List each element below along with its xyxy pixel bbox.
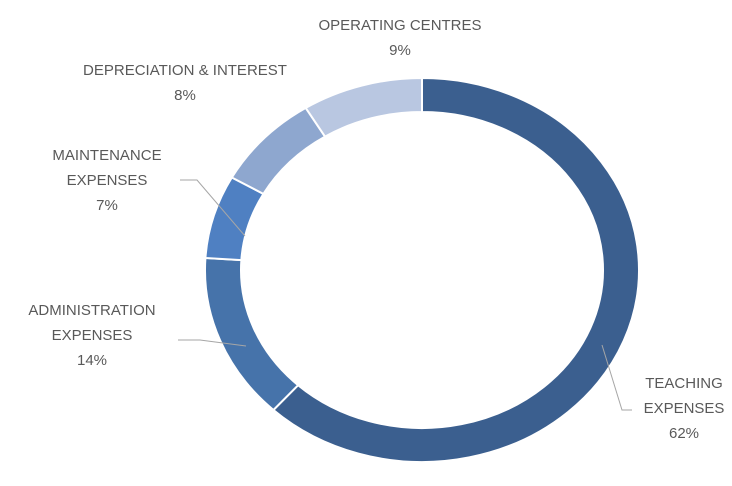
category-label: OPERATING CENTRES: [318, 17, 482, 34]
slice-label: ADMINISTRATION EXPENSES 14%: [7, 298, 177, 373]
category-label: ADMINISTRATION EXPENSES: [28, 302, 156, 344]
value-label: 8%: [174, 87, 196, 104]
donut-slice: [271, 76, 640, 463]
value-label: 9%: [389, 42, 411, 59]
category-label: TEACHING EXPENSES: [643, 375, 725, 417]
slice-label: MAINTENANCE EXPENSES 7%: [32, 143, 182, 218]
slice-label: OPERATING CENTRES 9%: [300, 13, 500, 63]
leader-lines: [178, 179, 632, 411]
value-label: 7%: [96, 197, 118, 214]
leader-line: [601, 344, 632, 411]
slice-label: DEPRECIATION & INTEREST 8%: [55, 58, 315, 108]
donut: [204, 76, 640, 463]
value-label: 62%: [668, 425, 700, 442]
category-label: DEPRECIATION & INTEREST: [83, 62, 287, 79]
leader-line: [178, 339, 247, 347]
leader-line: [180, 179, 246, 237]
donut-slice: [304, 76, 423, 138]
category-label: MAINTENANCE EXPENSES: [52, 147, 162, 189]
donut-slice: [204, 256, 300, 412]
value-label: 14%: [76, 352, 108, 369]
donut-slice: [230, 106, 327, 196]
slice-label: TEACHING EXPENSES 62%: [629, 371, 732, 446]
